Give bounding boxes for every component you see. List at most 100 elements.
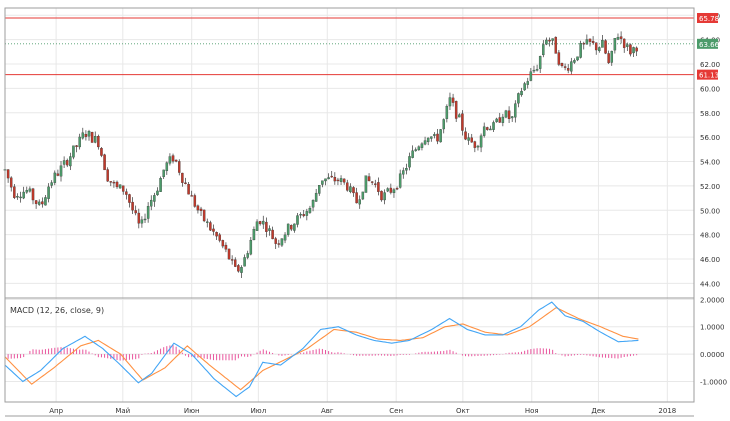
candle-body: [423, 140, 427, 145]
candle-body: [430, 136, 433, 139]
price-tick-label: 58.00: [700, 110, 720, 118]
candle-body: [635, 47, 638, 52]
candle-body: [209, 222, 212, 231]
candle-body: [321, 180, 324, 185]
candle-body: [613, 38, 617, 51]
candle-body: [542, 44, 545, 56]
candle-body: [215, 232, 218, 237]
candle-body: [190, 195, 193, 197]
candle-body: [97, 136, 100, 148]
candle-body: [131, 201, 134, 211]
candle-body: [290, 225, 293, 230]
month-tick-label: Сен: [389, 407, 403, 415]
candle-body: [448, 97, 452, 107]
candle-body: [187, 183, 190, 195]
candle-body: [619, 36, 623, 39]
candle-body: [156, 190, 159, 196]
candle-body: [327, 177, 330, 180]
price-tick-label: 56.00: [700, 134, 720, 142]
macd-tick-label: 2.0000: [700, 296, 725, 304]
resistance-badge: 65.78: [699, 15, 719, 23]
macd-tick-label: 0.0000: [700, 351, 725, 359]
candle-body: [507, 110, 511, 120]
candle-body: [230, 259, 234, 261]
candle-body: [268, 228, 271, 231]
candle-body: [274, 238, 277, 244]
candle-body: [411, 150, 414, 158]
candle-body: [56, 173, 60, 176]
candle-body: [212, 228, 215, 232]
candle-body: [616, 37, 620, 40]
price-tick-label: 44.00: [700, 280, 720, 288]
candle-body: [585, 39, 589, 45]
plot-border: [4, 7, 695, 403]
current-price-badge-bg: [697, 38, 718, 49]
candle-body: [492, 122, 495, 130]
candle-body: [420, 143, 424, 148]
candle-body: [551, 38, 554, 41]
candle-body: [53, 172, 57, 183]
candle-body: [137, 212, 141, 224]
candle-body: [392, 189, 396, 194]
candle-body: [336, 179, 340, 182]
candle-body: [146, 206, 150, 219]
candle-body: [588, 38, 592, 42]
month-tick-label: Май: [115, 407, 130, 415]
candle-body: [377, 182, 380, 192]
candle-body: [59, 165, 63, 177]
candle-body: [277, 243, 281, 245]
candle-body: [330, 175, 333, 178]
candle-body: [495, 118, 498, 123]
candle-body: [361, 191, 365, 200]
candle-body: [629, 44, 632, 55]
candle-body: [426, 137, 430, 143]
candle-body: [364, 175, 368, 193]
candle-body: [414, 149, 417, 152]
support-badge: 61.13: [699, 72, 719, 80]
candle-body: [342, 178, 346, 183]
candle-body: [501, 116, 505, 123]
month-tick-label: Окт: [456, 407, 470, 415]
candle-body: [9, 177, 13, 188]
candle-body: [408, 156, 411, 168]
candle-body: [50, 182, 53, 186]
candle-body: [454, 100, 458, 119]
candle-body: [479, 135, 483, 148]
candle-body: [283, 234, 287, 241]
candle-body: [314, 192, 318, 202]
candle-body: [28, 188, 32, 192]
candle-body: [75, 145, 78, 147]
candle-body: [517, 93, 520, 104]
resistance-badge-bg: [697, 12, 718, 23]
candle-body: [570, 61, 573, 72]
candle-body: [576, 56, 579, 61]
candle-body: [44, 197, 47, 206]
candle-body: [255, 221, 259, 231]
candle-body: [402, 170, 405, 175]
candle-body: [436, 133, 439, 142]
candle-body: [121, 185, 125, 192]
candle-body: [90, 132, 94, 143]
candle-body: [510, 116, 514, 119]
month-tick-label: Апр: [49, 407, 63, 415]
candle-body: [324, 178, 327, 182]
candle-body: [563, 66, 567, 68]
price-tick-label: 62.00: [700, 61, 720, 69]
candle-body: [482, 126, 486, 136]
candle-body: [442, 119, 445, 130]
candle-body: [112, 181, 116, 184]
candle-body: [280, 238, 284, 246]
candle-body: [184, 182, 187, 185]
candle-body: [243, 257, 246, 267]
candle-body: [604, 40, 607, 54]
candle-body: [389, 187, 393, 193]
candle-body: [174, 159, 178, 162]
month-tick-label: Дек: [591, 407, 605, 415]
candle-body: [591, 40, 595, 43]
candle-body: [473, 141, 477, 148]
candle-body: [234, 259, 237, 267]
candle-body: [81, 132, 85, 139]
candle-body: [196, 205, 200, 211]
candle-body: [19, 196, 22, 199]
